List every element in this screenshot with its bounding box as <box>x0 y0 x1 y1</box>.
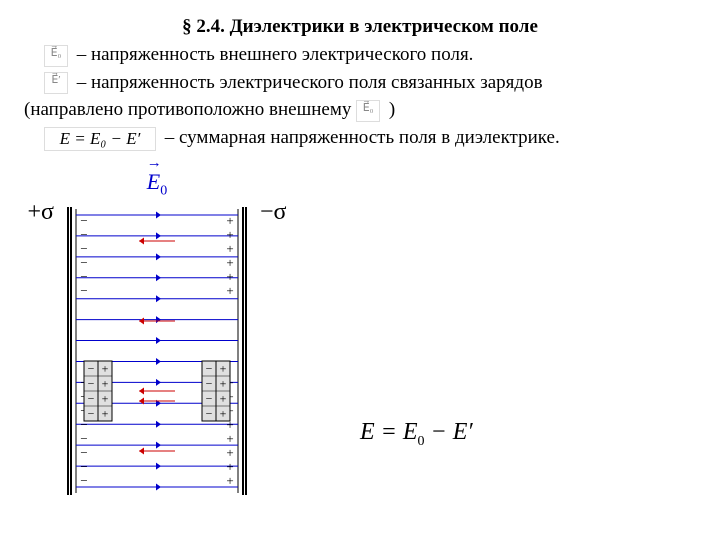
svg-text:+: + <box>226 431 233 446</box>
svg-text:+: + <box>226 241 233 256</box>
svg-text:+: + <box>102 391 109 405</box>
svg-text:−: − <box>80 213 87 228</box>
capacitor-diagram: −+−+−+−+−+−+−+−+−+−+−+−+−+−+−+−+−+−+−+−+… <box>62 201 252 501</box>
svg-text:+: + <box>226 227 233 242</box>
svg-text:+: + <box>220 376 227 390</box>
sigma-plus-label: +σ <box>24 199 62 507</box>
svg-text:+: + <box>220 391 227 405</box>
svg-text:−: − <box>80 283 87 298</box>
e0-vector-inline-icon: E⃗₀ <box>44 45 68 67</box>
line-direction: (направлено противоположно внешнему E⃗₀ … <box>24 97 696 123</box>
svg-text:+: + <box>226 213 233 228</box>
svg-text:+: + <box>226 255 233 270</box>
svg-text:+: + <box>220 361 227 375</box>
equation-left-icon: E = E₀ − E′ <box>44 127 156 151</box>
svg-text:−: − <box>206 361 213 375</box>
line-eprime-def: E⃗′ – напряженность электрического поля … <box>44 70 696 96</box>
svg-text:+: + <box>226 283 233 298</box>
svg-text:−: − <box>80 473 87 488</box>
svg-text:−: − <box>80 255 87 270</box>
svg-text:−: − <box>88 376 95 390</box>
line2-text: – напряженность электрического поля связ… <box>77 72 543 93</box>
line-e0-def: E⃗₀ – напряженность внешнего электрическ… <box>44 42 696 68</box>
diagram-container: E0 −+−+−+−+−+−+−+−+−+−+−+−+−+−+−+−+−+−+−… <box>62 169 252 507</box>
e0-vector-inline2-icon: E⃗₀ <box>356 100 380 122</box>
svg-text:+: + <box>102 376 109 390</box>
line3-prefix: (направлено противоположно внешнему <box>24 99 351 120</box>
svg-text:−: − <box>80 459 87 474</box>
svg-text:+: + <box>226 473 233 488</box>
line-total-field: E = E₀ − E′ – суммарная напряженность по… <box>44 125 696 151</box>
svg-text:−: − <box>80 445 87 460</box>
svg-text:+: + <box>102 361 109 375</box>
sigma-minus-label: −σ <box>252 199 290 507</box>
section-title: § 2.4. Диэлектрики в электрическом поле <box>24 16 696 38</box>
svg-text:−: − <box>80 269 87 284</box>
line1-text: – напряженность внешнего электрического … <box>77 44 474 65</box>
svg-text:+: + <box>226 459 233 474</box>
svg-text:−: − <box>80 227 87 242</box>
svg-text:−: − <box>80 431 87 446</box>
svg-text:−: − <box>88 406 95 420</box>
svg-text:−: − <box>88 361 95 375</box>
line4-text: – суммарная напряженность поля в диэлект… <box>165 127 560 148</box>
svg-text:−: − <box>206 406 213 420</box>
svg-text:−: − <box>206 391 213 405</box>
formula-total-field: E = E0 − E′ <box>360 419 473 507</box>
e0-vector-label: E0 <box>62 169 252 199</box>
svg-text:+: + <box>226 445 233 460</box>
svg-text:+: + <box>102 406 109 420</box>
svg-text:−: − <box>206 376 213 390</box>
line3-suffix: ) <box>389 99 395 120</box>
svg-text:−: − <box>88 391 95 405</box>
svg-text:+: + <box>220 406 227 420</box>
svg-text:−: − <box>80 241 87 256</box>
svg-text:+: + <box>226 269 233 284</box>
eprime-vector-inline-icon: E⃗′ <box>44 72 68 94</box>
